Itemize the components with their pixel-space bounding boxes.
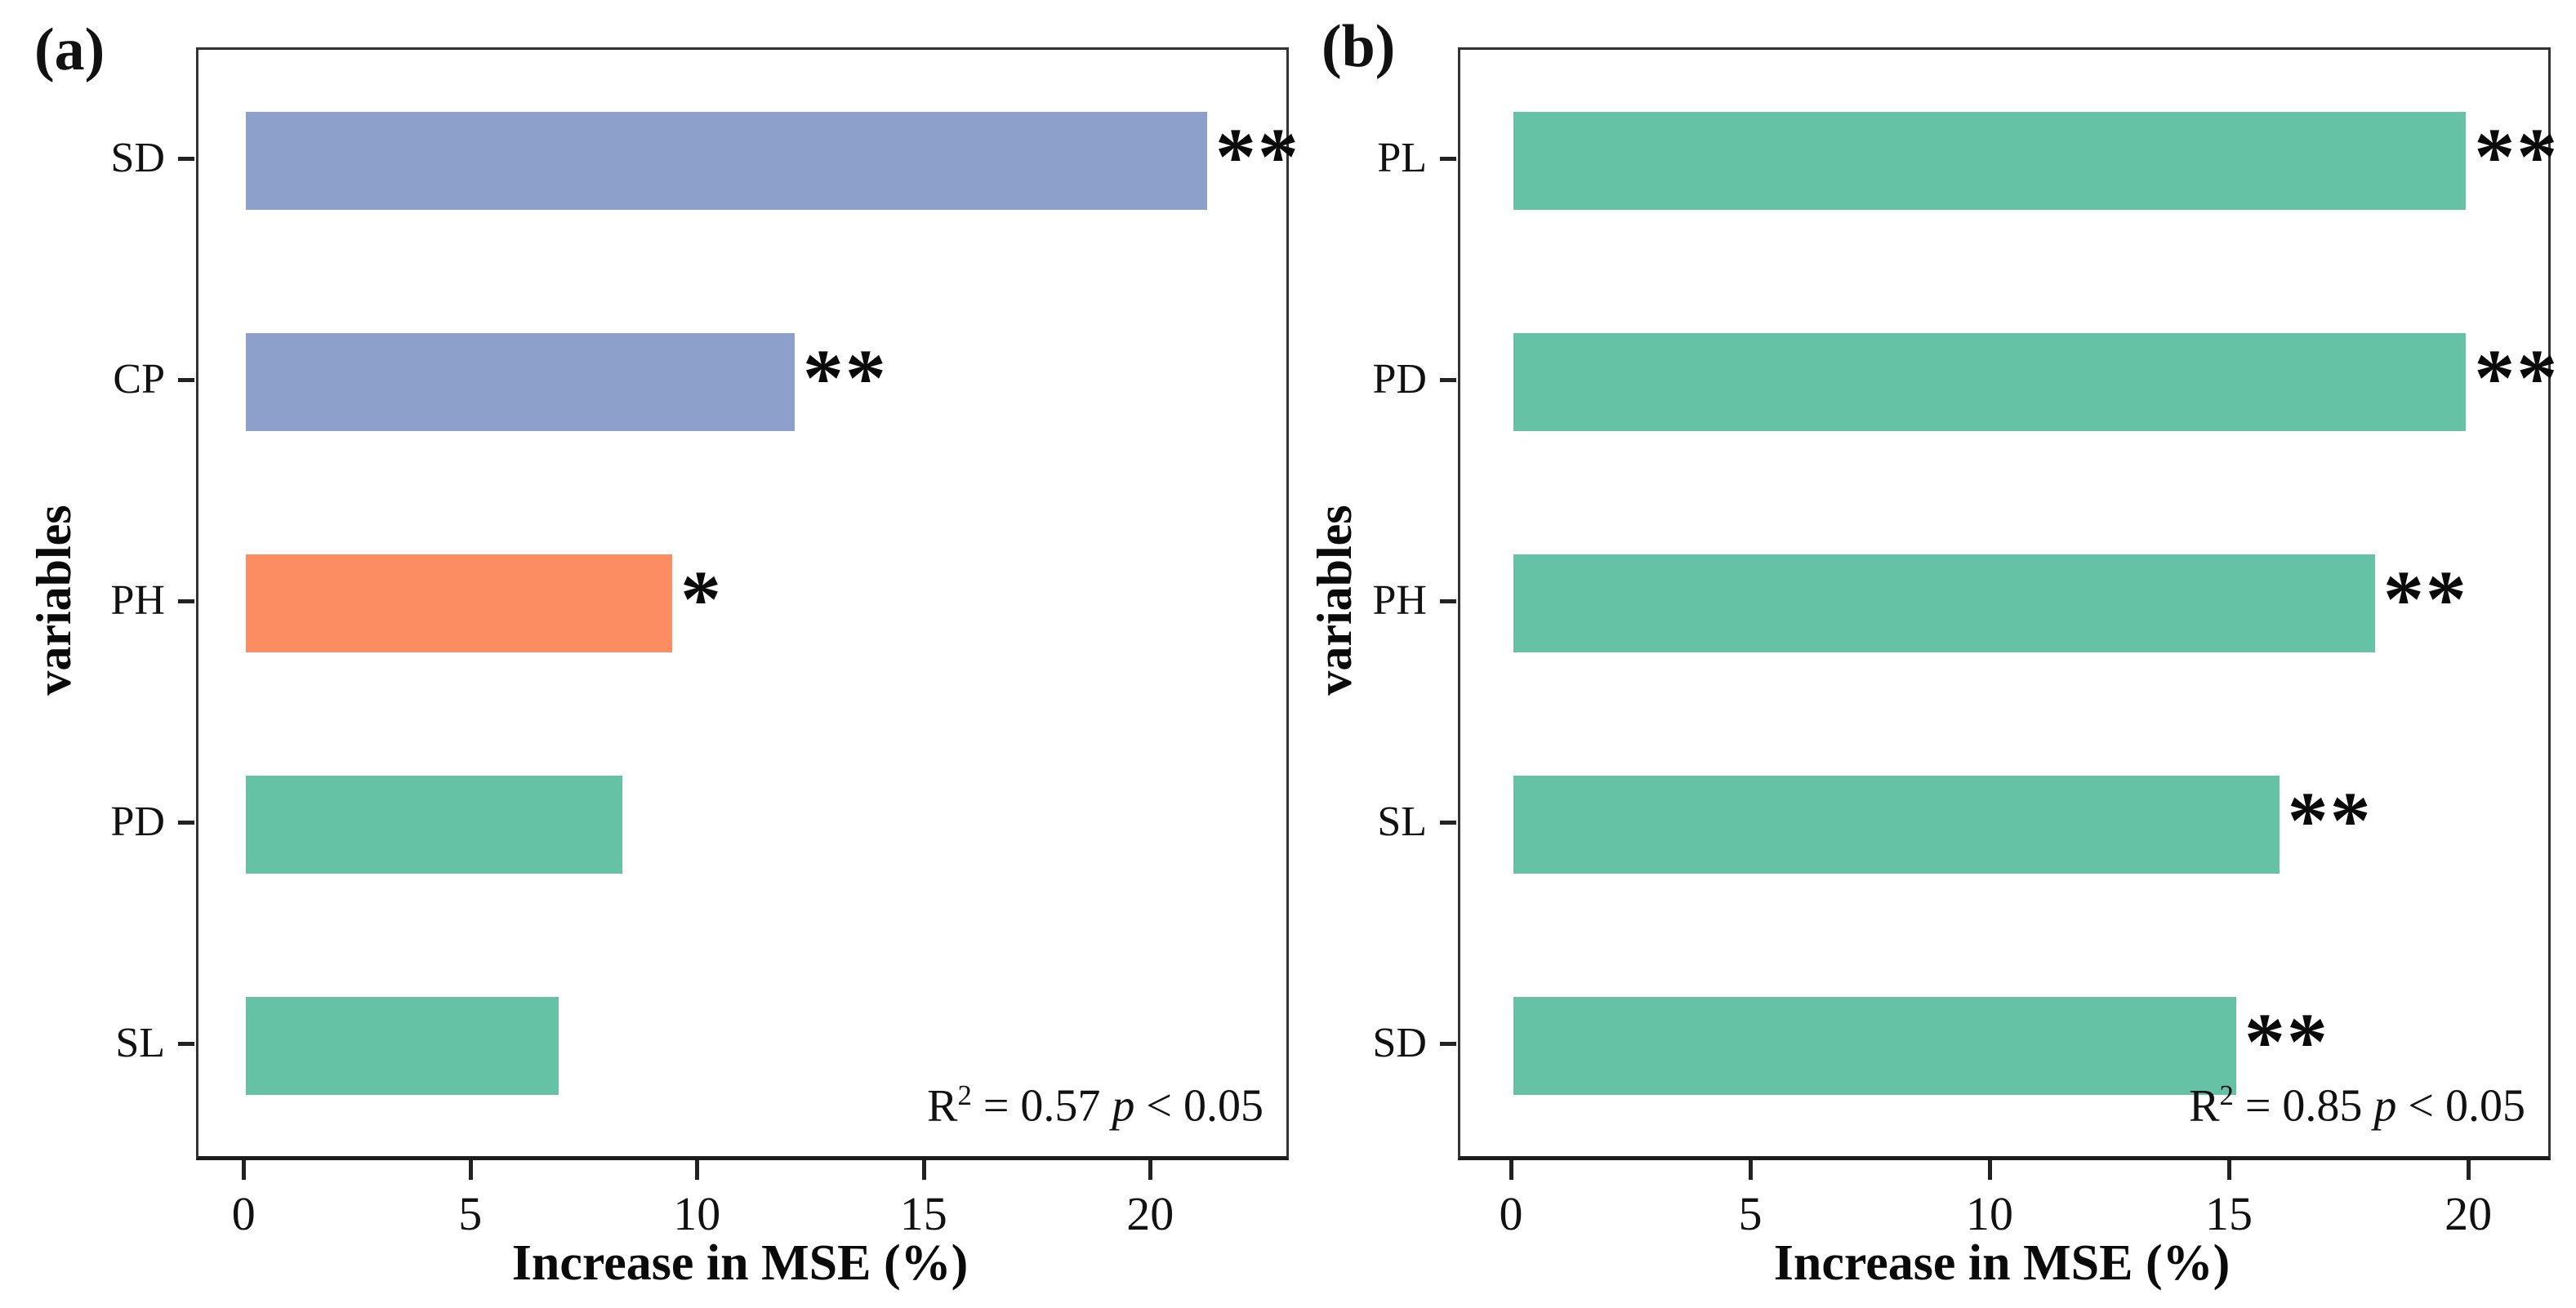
r2-annotation: R2 = 0.57 p < 0.05 <box>692 1079 1263 1132</box>
x-tick-label: 10 <box>1966 1187 2014 1240</box>
annotation-r-sup: 2 <box>2219 1079 2234 1111</box>
y-tick-label-cp: CP <box>113 355 165 403</box>
x-tick-label: 20 <box>2445 1187 2493 1240</box>
y-tick-mark <box>1440 1041 1456 1046</box>
significance-marker: ** <box>802 331 888 423</box>
bar-pd <box>1513 332 2467 431</box>
y-tick-label-sl: SL <box>1377 798 1427 845</box>
x-tick-label: 15 <box>2205 1187 2253 1240</box>
y-tick-mark <box>178 156 194 161</box>
significance-marker: ** <box>1214 110 1300 202</box>
x-tick-mark <box>1749 1160 1754 1180</box>
significance-marker: ** <box>2244 995 2329 1087</box>
significance-marker: * <box>680 553 723 644</box>
x-tick-mark <box>1988 1160 1993 1180</box>
bar-ph <box>246 554 672 652</box>
annotation-p: p <box>2373 1080 2397 1132</box>
bar-pd <box>246 775 622 874</box>
significance-marker: ** <box>2474 331 2560 423</box>
annotation-r-sup: 2 <box>957 1079 972 1111</box>
x-tick-mark <box>695 1160 700 1180</box>
y-tick-mark <box>178 820 194 825</box>
annotation-r: R <box>927 1080 958 1132</box>
x-tick-label: 0 <box>231 1187 256 1240</box>
x-tick-label: 10 <box>673 1187 721 1240</box>
x-tick-mark <box>1148 1160 1153 1180</box>
x-tick-mark <box>921 1160 926 1180</box>
bar-sd <box>246 111 1207 210</box>
significance-marker: ** <box>2382 553 2468 644</box>
annotation-p-value: < 0.05 <box>2396 1080 2525 1132</box>
x-tick-mark <box>2467 1160 2471 1180</box>
r2-annotation: R2 = 0.85 p < 0.05 <box>1954 1079 2525 1132</box>
bar-cp <box>246 332 795 431</box>
plot-area: ** ** * <box>196 47 1299 1160</box>
annotation-r: R <box>2189 1080 2220 1132</box>
y-tick-label-ph: PH <box>1372 576 1427 624</box>
y-tick-label-sd: SD <box>110 134 165 181</box>
annotation-p: p <box>1112 1080 1135 1132</box>
bar-ph <box>1513 554 2375 652</box>
x-tick-mark <box>2227 1160 2232 1180</box>
panel-letter-b: (b) <box>1321 13 1396 80</box>
panel-letter-a: (a) <box>34 16 105 83</box>
y-tick-label-pd: PD <box>1372 355 1427 403</box>
annotation-r-value: = 0.57 <box>971 1080 1112 1132</box>
y-tick-mark <box>1440 377 1456 382</box>
x-tick-mark <box>468 1160 473 1180</box>
y-tick-mark <box>178 377 194 382</box>
bar-sd <box>1513 996 2236 1095</box>
significance-marker: ** <box>2474 110 2560 202</box>
y-tick-mark <box>1440 820 1456 825</box>
annotation-r-value: = 0.85 <box>2233 1080 2374 1132</box>
y-tick-mark <box>178 1041 194 1046</box>
x-tick-label: 5 <box>1738 1187 1763 1240</box>
bar-pl <box>1513 111 2467 210</box>
x-tick-label: 5 <box>458 1187 483 1240</box>
x-axis-title: Increase in MSE (%) <box>1773 1235 2231 1291</box>
x-tick-mark <box>242 1160 247 1180</box>
y-tick-label-sl: SL <box>115 1019 165 1066</box>
y-tick-label-sd: SD <box>1372 1019 1427 1066</box>
y-tick-mark <box>1440 598 1456 603</box>
y-tick-mark <box>1440 156 1456 161</box>
x-tick-mark <box>1509 1160 1514 1180</box>
x-tick-label: 20 <box>1126 1187 1174 1240</box>
significance-marker: ** <box>2287 774 2373 865</box>
bar-sl <box>1513 775 2280 874</box>
plot-area: ** ** ** ** ** <box>1458 47 2557 1160</box>
y-tick-mark <box>178 598 194 603</box>
y-tick-label-pd: PD <box>110 798 165 845</box>
bar-sl <box>246 996 559 1095</box>
x-tick-label: 15 <box>899 1187 947 1240</box>
y-tick-label-pl: PL <box>1377 134 1427 181</box>
y-tick-label-ph: PH <box>110 576 165 624</box>
x-axis-title: Increase in MSE (%) <box>511 1235 969 1291</box>
annotation-p-value: < 0.05 <box>1134 1080 1263 1132</box>
x-tick-label: 0 <box>1499 1187 1523 1240</box>
